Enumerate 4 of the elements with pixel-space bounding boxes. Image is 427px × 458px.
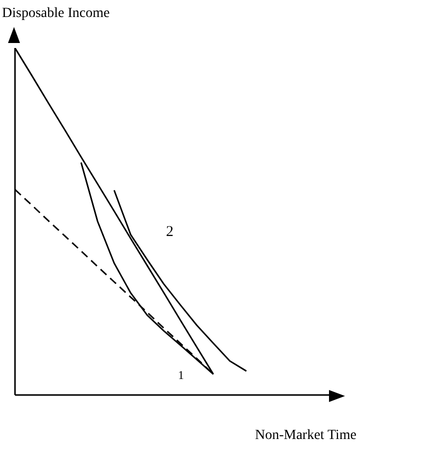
annotation: 1 (178, 368, 184, 383)
y-axis-title: Disposable Income (2, 6, 110, 22)
annotation: 2 (166, 224, 174, 241)
x-axis-title: Non-Market Time (255, 428, 356, 444)
